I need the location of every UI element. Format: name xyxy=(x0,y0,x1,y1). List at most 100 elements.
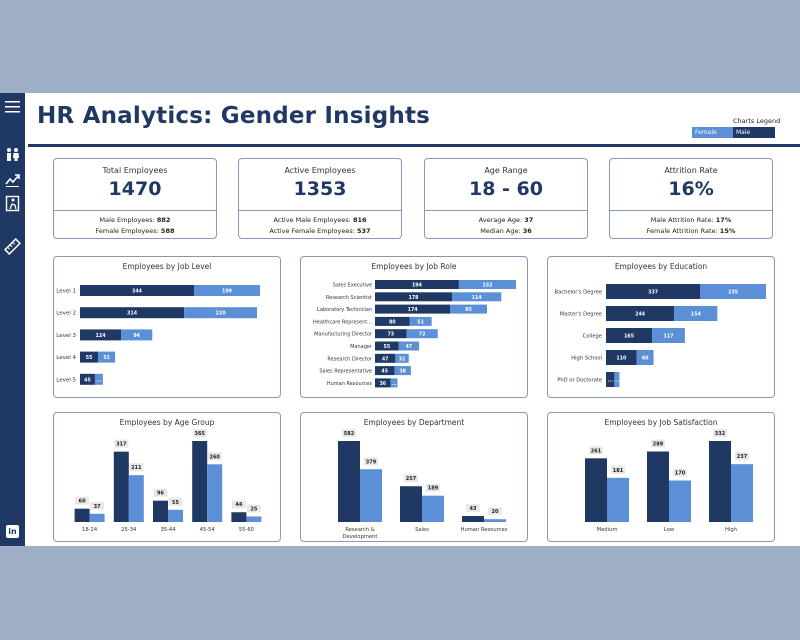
data-label-badge-male xyxy=(713,429,727,437)
kpi-detail-label: Male Attrition Rate: xyxy=(650,216,714,224)
bar-female xyxy=(669,480,691,522)
data-label-male: 36 xyxy=(379,381,386,387)
data-label-female: 37 xyxy=(94,504,101,510)
data-label-male: 344 xyxy=(132,289,143,295)
data-label-badge-male xyxy=(342,429,356,437)
kpi-detail-2: Active Female Employees: 537 xyxy=(239,227,401,235)
data-label-female: ... xyxy=(96,378,102,383)
category-label: Research Scientist xyxy=(326,295,372,301)
kpi-label: Total Employees xyxy=(102,166,168,175)
menu-icon[interactable] xyxy=(4,98,21,115)
panel-job-level: Employees by Job Level Level 1 344 199 Leve… xyxy=(53,256,281,398)
data-label-female: 47 xyxy=(406,344,413,350)
data-label-male: 96 xyxy=(157,491,164,497)
data-label-female: 260 xyxy=(209,454,220,460)
bar-male xyxy=(375,378,391,388)
data-label-male: 174 xyxy=(408,307,419,313)
bar-female xyxy=(607,477,629,522)
category-label: Low xyxy=(664,527,675,533)
exit-icon[interactable] xyxy=(4,195,21,212)
bar-male xyxy=(375,280,459,289)
kpi-value: 1470 xyxy=(108,178,162,200)
data-label-badge-male xyxy=(114,439,129,448)
bar-male xyxy=(375,304,451,314)
kpi-value: 18 - 60 xyxy=(469,178,543,200)
data-label-badge-female xyxy=(207,452,222,461)
job-role-chart: Sales Executive 194 132 Research Scientist 1… xyxy=(313,280,516,388)
kpi-detail-value: 588 xyxy=(160,227,175,235)
bar-female xyxy=(422,495,444,522)
bar-male xyxy=(606,328,653,343)
kpi-card-age-range: Age Range 18 - 60 Average Age: 37 Median… xyxy=(424,158,588,239)
kpi-divider xyxy=(610,210,772,211)
bar-female xyxy=(360,469,382,522)
data-label-male: 55 xyxy=(86,355,93,361)
category-label: Human Resources xyxy=(461,527,508,533)
data-label-badge-male xyxy=(192,429,207,437)
legend-title: Charts Legend xyxy=(733,117,781,125)
data-label-male: 73 xyxy=(387,332,394,338)
kpi-detail-1: Male Employees: 882 xyxy=(54,216,216,224)
kpi-card-attrition-rate: Attrition Rate 16% Male Attrition Rate: … xyxy=(609,158,773,239)
people-icon[interactable] xyxy=(4,146,21,163)
category-label: Healthcare Represent... xyxy=(313,319,372,325)
job-level-chart: Level 1 344 199 Level 2 314 220 Level 3 124 94 Le… xyxy=(56,285,260,385)
data-label-female: 199 xyxy=(222,289,233,295)
category-label: Laboratory Technician xyxy=(317,307,372,313)
bar-male xyxy=(375,341,399,351)
bar-female xyxy=(394,366,411,376)
category-label: Level 2 xyxy=(56,311,76,317)
bar-female xyxy=(484,519,506,522)
bar-female xyxy=(128,475,144,522)
data-label-male: 332 xyxy=(715,431,726,437)
linkedin-icon[interactable]: in xyxy=(6,525,19,538)
education-chart: Bachelor's Degree 337 235 Master's Degree 24… xyxy=(555,284,766,387)
data-label-male: ... xyxy=(607,379,613,384)
data-label-male: 165 xyxy=(624,334,634,340)
category-label: Manufacturing Director xyxy=(314,332,373,338)
data-label-male: 261 xyxy=(591,448,602,454)
data-label-female: 114 xyxy=(472,295,483,301)
legend-female: Female xyxy=(692,127,733,138)
bar-female xyxy=(184,307,258,319)
category-label: 25-34 xyxy=(121,527,137,533)
kpi-card-active-employees: Active Employees 1353 Active Male Employ… xyxy=(238,158,402,239)
data-label-female: ... xyxy=(614,379,620,384)
bar-female xyxy=(121,329,153,341)
bar-male xyxy=(338,441,360,522)
bar-male xyxy=(375,316,410,326)
data-label-badge-male xyxy=(404,474,418,483)
bar-male xyxy=(80,373,95,385)
category-label: 35-44 xyxy=(160,527,176,533)
bar-female xyxy=(246,516,262,522)
data-label-badge-female xyxy=(611,465,625,474)
ruler-icon[interactable] xyxy=(4,238,21,255)
category-label: College xyxy=(583,334,602,340)
panel-education: Employees by Education Bachelor's Degree… xyxy=(547,256,775,398)
data-label-male: 337 xyxy=(648,290,658,296)
data-label-female: 379 xyxy=(366,459,377,465)
data-label-female: 72 xyxy=(419,332,426,338)
bar-male xyxy=(80,307,185,319)
data-label-female: 25 xyxy=(250,506,257,512)
data-label-female: 170 xyxy=(675,471,686,477)
bar-male xyxy=(606,306,675,321)
bar-male xyxy=(80,351,99,363)
category-label: Medium xyxy=(597,527,618,533)
chart-title: Employees by Department xyxy=(363,418,465,427)
category-label: Level 3 xyxy=(56,333,76,339)
bar-female xyxy=(450,304,488,314)
category-label: Sales xyxy=(415,527,429,533)
category-label: Sales Representative xyxy=(319,369,372,375)
bar-female xyxy=(409,316,432,326)
bar-female xyxy=(614,372,620,387)
bar-male xyxy=(375,366,395,376)
kpi-detail-label: Female Attrition Rate: xyxy=(646,227,718,235)
job-satisfaction-chart: 261 181 Medium 289 170 Low 332 237 High xyxy=(585,429,753,533)
trend-icon[interactable] xyxy=(4,171,21,188)
data-label-male: 44 xyxy=(235,502,242,508)
data-label-female: 154 xyxy=(691,312,702,318)
data-label-female: ... xyxy=(391,382,397,387)
data-label-female: 94 xyxy=(133,333,140,339)
category-label: Bachelor's Degree xyxy=(555,290,602,296)
